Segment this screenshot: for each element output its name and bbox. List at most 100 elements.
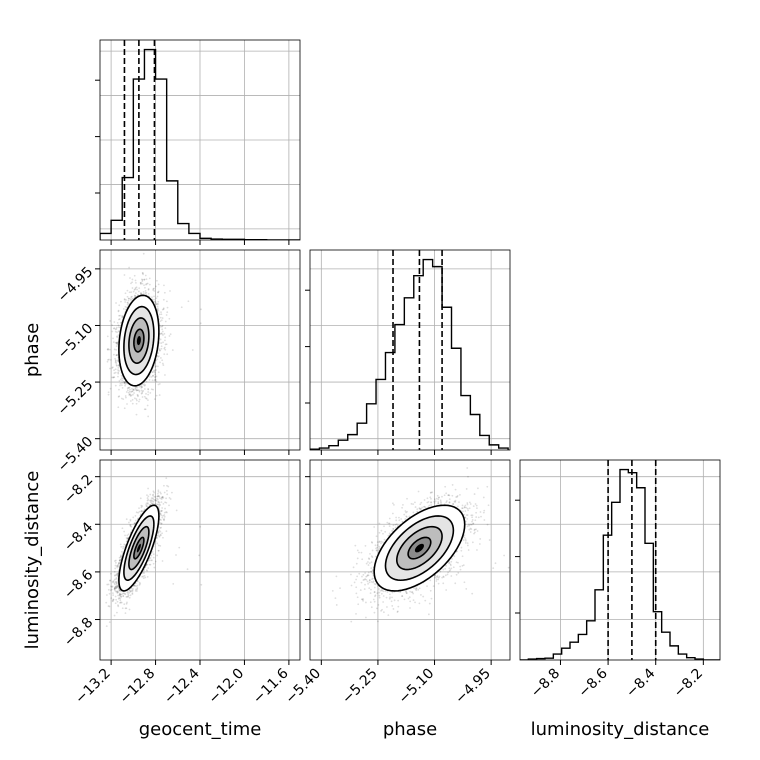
sample-point <box>130 296 133 299</box>
sample-point <box>160 342 163 344</box>
sample-point <box>142 575 145 578</box>
sample-point <box>117 406 120 409</box>
sample-point <box>113 353 115 356</box>
sample-point <box>129 298 132 300</box>
sample-point <box>107 348 110 350</box>
sample-point <box>130 589 133 592</box>
sample-point <box>141 272 144 274</box>
sample-point <box>153 298 155 301</box>
sample-point <box>163 353 166 356</box>
sample-point <box>106 358 109 361</box>
sample-point <box>116 354 118 356</box>
sample-point <box>117 395 120 398</box>
sample-point <box>154 378 156 381</box>
sample-point <box>126 295 129 298</box>
sample-point <box>139 283 142 285</box>
sample-point <box>144 290 147 292</box>
sample-point <box>145 278 148 281</box>
sample-point <box>128 297 130 300</box>
sample-point <box>160 345 163 348</box>
sample-point <box>160 498 163 501</box>
sample-point <box>145 392 147 395</box>
sample-point <box>129 524 131 527</box>
sample-point <box>140 293 143 295</box>
sample-point <box>128 390 131 393</box>
density-peak <box>136 336 141 346</box>
sample-point <box>137 395 139 398</box>
panel-hist-luminosity_distance <box>519 459 721 661</box>
sample-point <box>161 359 164 362</box>
sample-point <box>131 278 134 281</box>
sample-point <box>106 335 109 338</box>
density-geocent_time-luminosity_distance <box>105 477 203 627</box>
sample-point <box>131 402 134 405</box>
sample-point <box>124 534 126 537</box>
sample-point <box>116 336 119 339</box>
sample-point <box>106 360 109 363</box>
sample-point <box>142 252 145 255</box>
sample-point <box>120 300 122 303</box>
sample-point <box>130 394 133 397</box>
sample-point <box>116 342 118 345</box>
sample-point <box>157 355 159 358</box>
sample-point <box>162 536 164 539</box>
sample-point <box>120 590 122 593</box>
sample-point <box>131 281 134 284</box>
sample-point <box>158 394 161 396</box>
sample-point <box>159 361 161 364</box>
sample-point <box>117 334 120 337</box>
sample-point <box>115 328 118 330</box>
sample-point <box>160 313 163 316</box>
sample-point <box>147 399 149 401</box>
sample-point <box>154 378 157 381</box>
sample-point <box>128 394 131 396</box>
sample-point <box>164 343 167 346</box>
sample-point <box>169 333 172 336</box>
sample-point <box>166 484 168 487</box>
sample-point <box>165 530 168 533</box>
sample-point <box>172 582 175 585</box>
sample-point <box>138 390 141 393</box>
sample-point <box>138 507 140 510</box>
sample-point <box>116 341 119 344</box>
sample-point <box>140 292 143 295</box>
sample-point <box>140 278 143 281</box>
sample-point <box>116 574 119 577</box>
sample-point <box>117 310 120 313</box>
sample-point <box>136 386 138 389</box>
sample-point <box>140 386 143 389</box>
sample-point <box>119 314 121 317</box>
sample-point <box>136 288 138 291</box>
sample-point <box>130 299 133 302</box>
sample-point <box>135 389 138 391</box>
sample-point <box>124 383 127 385</box>
sample-point <box>159 534 162 537</box>
sample-point <box>143 284 145 287</box>
sample-point <box>151 371 154 374</box>
sample-point <box>135 402 138 405</box>
sample-point <box>152 288 155 290</box>
sample-point <box>147 393 150 396</box>
sample-point <box>143 508 146 511</box>
sample-point <box>118 594 121 597</box>
sample-point <box>147 388 150 391</box>
sample-point <box>162 334 164 336</box>
sample-point <box>160 514 163 517</box>
sample-point <box>127 593 130 596</box>
sample-point <box>120 377 123 379</box>
histogram-luminosity_distance <box>520 460 720 660</box>
sample-point <box>139 281 142 284</box>
histogram-step <box>310 258 509 450</box>
sample-point <box>120 397 123 400</box>
sample-point <box>117 564 119 566</box>
sample-point <box>144 576 147 579</box>
sample-point <box>125 306 128 309</box>
sample-point <box>191 349 194 351</box>
sample-point <box>114 357 116 360</box>
sample-point <box>142 293 145 295</box>
sample-point <box>109 589 112 592</box>
y-tick-label: −5.40 <box>55 434 97 476</box>
sample-point <box>119 559 122 561</box>
sample-point <box>129 393 132 396</box>
